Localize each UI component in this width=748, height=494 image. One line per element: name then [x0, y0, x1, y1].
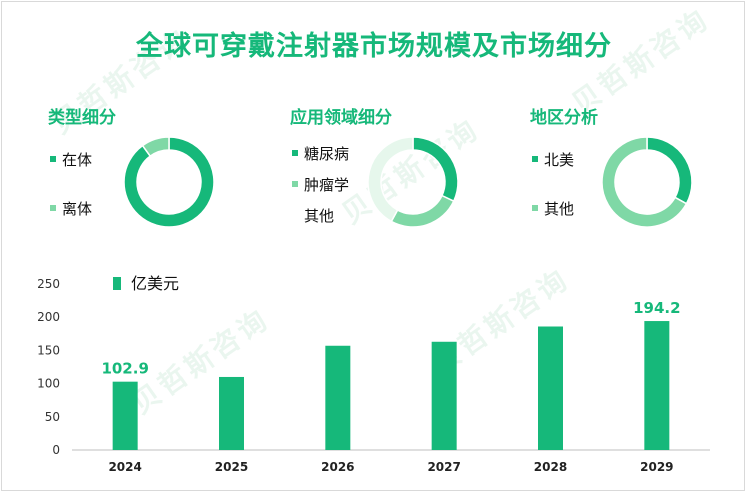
- donut-slice-2: [367, 136, 414, 223]
- legend-swatch: [50, 204, 56, 211]
- bar-2028: [538, 326, 563, 450]
- legend-label: 肿瘤学: [304, 176, 350, 194]
- y-tick-label: 50: [45, 410, 60, 424]
- y-tick-label: 0: [52, 443, 60, 457]
- y-tick-label: 250: [37, 277, 60, 291]
- x-tick-label: 2029: [640, 460, 673, 474]
- data-label-2024: 102.9: [101, 360, 148, 378]
- donut-slice-0: [646, 136, 693, 205]
- legend-swatch: [532, 155, 538, 162]
- legend-item: 肿瘤学: [292, 174, 349, 195]
- type-donut: [123, 136, 215, 228]
- x-tick-label: 2025: [215, 460, 248, 474]
- x-tick-label: 2027: [427, 460, 460, 474]
- application-segment-title: 应用领域细分: [290, 108, 392, 128]
- region-segment-title: 地区分析: [530, 108, 598, 128]
- legend-label: 糖尿病: [304, 145, 350, 163]
- y-tick-label: 100: [37, 377, 60, 391]
- legend-label: 北美: [544, 151, 575, 169]
- donut-slice-1: [141, 136, 170, 158]
- legend-swatch: [292, 149, 298, 156]
- legend-item: 北美: [532, 149, 574, 170]
- legend-label: 其他: [544, 200, 575, 218]
- legend-item: 离体: [50, 198, 92, 219]
- legend-swatch: [532, 204, 538, 211]
- legend-swatch: [50, 155, 56, 162]
- legend-item: 糖尿病: [292, 143, 349, 164]
- bar-2029: [644, 321, 670, 450]
- x-tick-label: 2024: [108, 460, 141, 474]
- bar-2025: [219, 376, 244, 450]
- legend-label: 亿美元: [131, 274, 179, 293]
- y-tick-label: 150: [37, 343, 60, 357]
- x-tick-label: 2028: [534, 460, 567, 474]
- y-tick-label: 200: [37, 310, 60, 324]
- type-segment-title: 类型细分: [48, 108, 116, 128]
- legend-item: 其他: [292, 205, 334, 226]
- donut-slice-0: [123, 136, 215, 228]
- legend-swatch: [113, 277, 121, 290]
- region-donut: [601, 136, 693, 228]
- page-title: 全球可穿戴注射器市场规模及市场细分: [136, 31, 612, 62]
- donut-slice-1: [390, 194, 455, 228]
- data-label-2029: 194.2: [633, 299, 680, 317]
- market-size-bar-chart: 0 50 100 150 200 250 2024 102.9 2025 2026 2027 2028…: [37, 274, 710, 474]
- legend-swatch: [292, 180, 298, 187]
- donut-slice-0: [412, 136, 459, 203]
- bar-2024: [112, 381, 138, 450]
- bar-2027: [431, 341, 457, 450]
- legend-label: 离体: [62, 200, 93, 218]
- legend-label: 在体: [62, 151, 93, 169]
- legend-item: 其他: [532, 198, 574, 219]
- legend-item: 在体: [50, 149, 92, 170]
- application-donut: [367, 136, 459, 228]
- legend-label: 其他: [304, 207, 335, 225]
- bar-2026: [325, 345, 351, 450]
- donut-slice-1: [601, 136, 688, 228]
- x-tick-label: 2026: [321, 460, 354, 474]
